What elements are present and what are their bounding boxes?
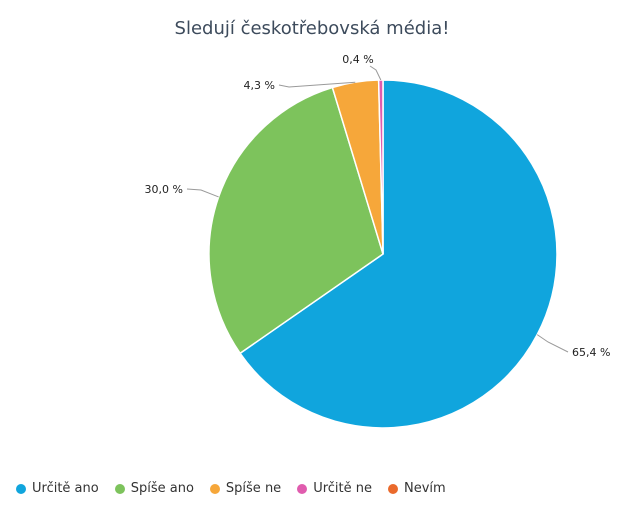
legend-label: Spíše ano [130,481,194,496]
leader-lines [186,65,569,353]
pie-slices [208,79,558,429]
leader-line-2 [278,81,356,88]
pie-slice-3 [377,79,384,255]
leader-line-1 [186,188,219,198]
legend-item-1[interactable]: Spíše ano [114,481,194,496]
chart-title: Sledují českotřebovská média! [174,18,450,39]
pie-slice-0 [239,79,558,429]
legend: Určitě ano Spíše ano Spíše ne Určitě ne Neví… [16,481,446,496]
legend-item-0[interactable]: Určitě ano [16,481,99,496]
legend-item-3[interactable]: Určitě ne [297,481,372,496]
pie-chart: 65,4 % 30,0 % 4,3 % 0,4 % [145,53,611,429]
leader-line-3 [369,65,382,81]
legend-item-4[interactable]: Nevím [388,481,446,496]
legend-label: Spíše ne [225,481,282,496]
legend-swatch-icon [388,483,398,494]
legend-label: Nevím [404,481,446,496]
slice-label-2: 4,3 % [244,79,275,92]
slice-labels: 65,4 % 30,0 % 4,3 % 0,4 % [145,53,611,359]
slice-label-1: 30,0 % [145,183,183,196]
legend-swatch-icon [297,483,308,494]
slice-label-0: 65,4 % [572,346,610,359]
legend-item-2[interactable]: Spíše ne [209,481,282,496]
legend-label: Určitě ne [313,481,372,496]
legend-swatch-icon [16,483,26,494]
legend-swatch-icon [209,483,220,494]
legend-label: Určitě ano [32,481,99,496]
legend-swatch-icon [114,483,125,494]
pie-slice-1 [208,86,384,355]
slice-label-3: 0,4 % [342,53,373,66]
leader-line-0 [536,334,569,353]
